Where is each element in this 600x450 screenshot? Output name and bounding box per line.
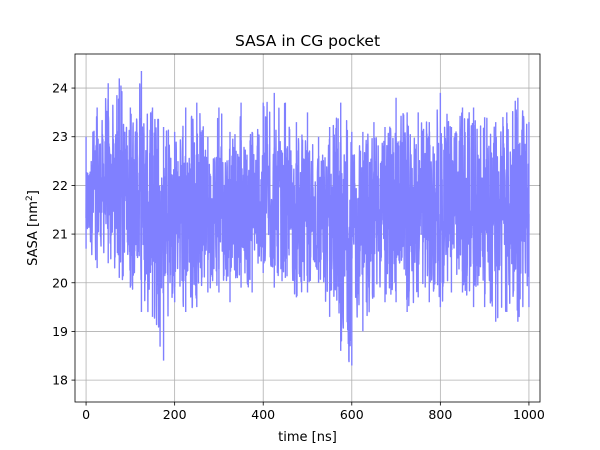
x-tick-label: 0 (82, 407, 90, 422)
x-tick-label: 1000 (513, 407, 545, 422)
chart-title: SASA in CG pocket (235, 32, 380, 50)
y-tick-label: 24 (52, 81, 68, 96)
y-tick-label: 20 (52, 275, 68, 290)
y-tick-label: 18 (52, 373, 68, 388)
x-tick-label: 600 (340, 407, 364, 422)
y-axis-label-superscript: 2 (25, 195, 35, 201)
x-tick-label: 400 (251, 407, 275, 422)
y-tick-label: 19 (52, 324, 68, 339)
x-tick-label: 200 (163, 407, 187, 422)
y-tick-label: 22 (52, 178, 68, 193)
x-tick-label: 800 (428, 407, 452, 422)
y-axis-label: SASA [nm2] (25, 190, 41, 266)
axis-ticks: 0 200 400 600 800 1000 18 19 20 21 22 23 24 (52, 81, 545, 422)
y-tick-label: 21 (52, 227, 68, 242)
data-series (85, 71, 530, 366)
y-tick-label: 23 (52, 129, 68, 144)
x-axis-label: time [ns] (278, 430, 337, 445)
y-axis-label-end: ] (26, 190, 41, 195)
plot-frame (74, 53, 541, 403)
y-axis-label-main: SASA [nm (26, 201, 41, 266)
